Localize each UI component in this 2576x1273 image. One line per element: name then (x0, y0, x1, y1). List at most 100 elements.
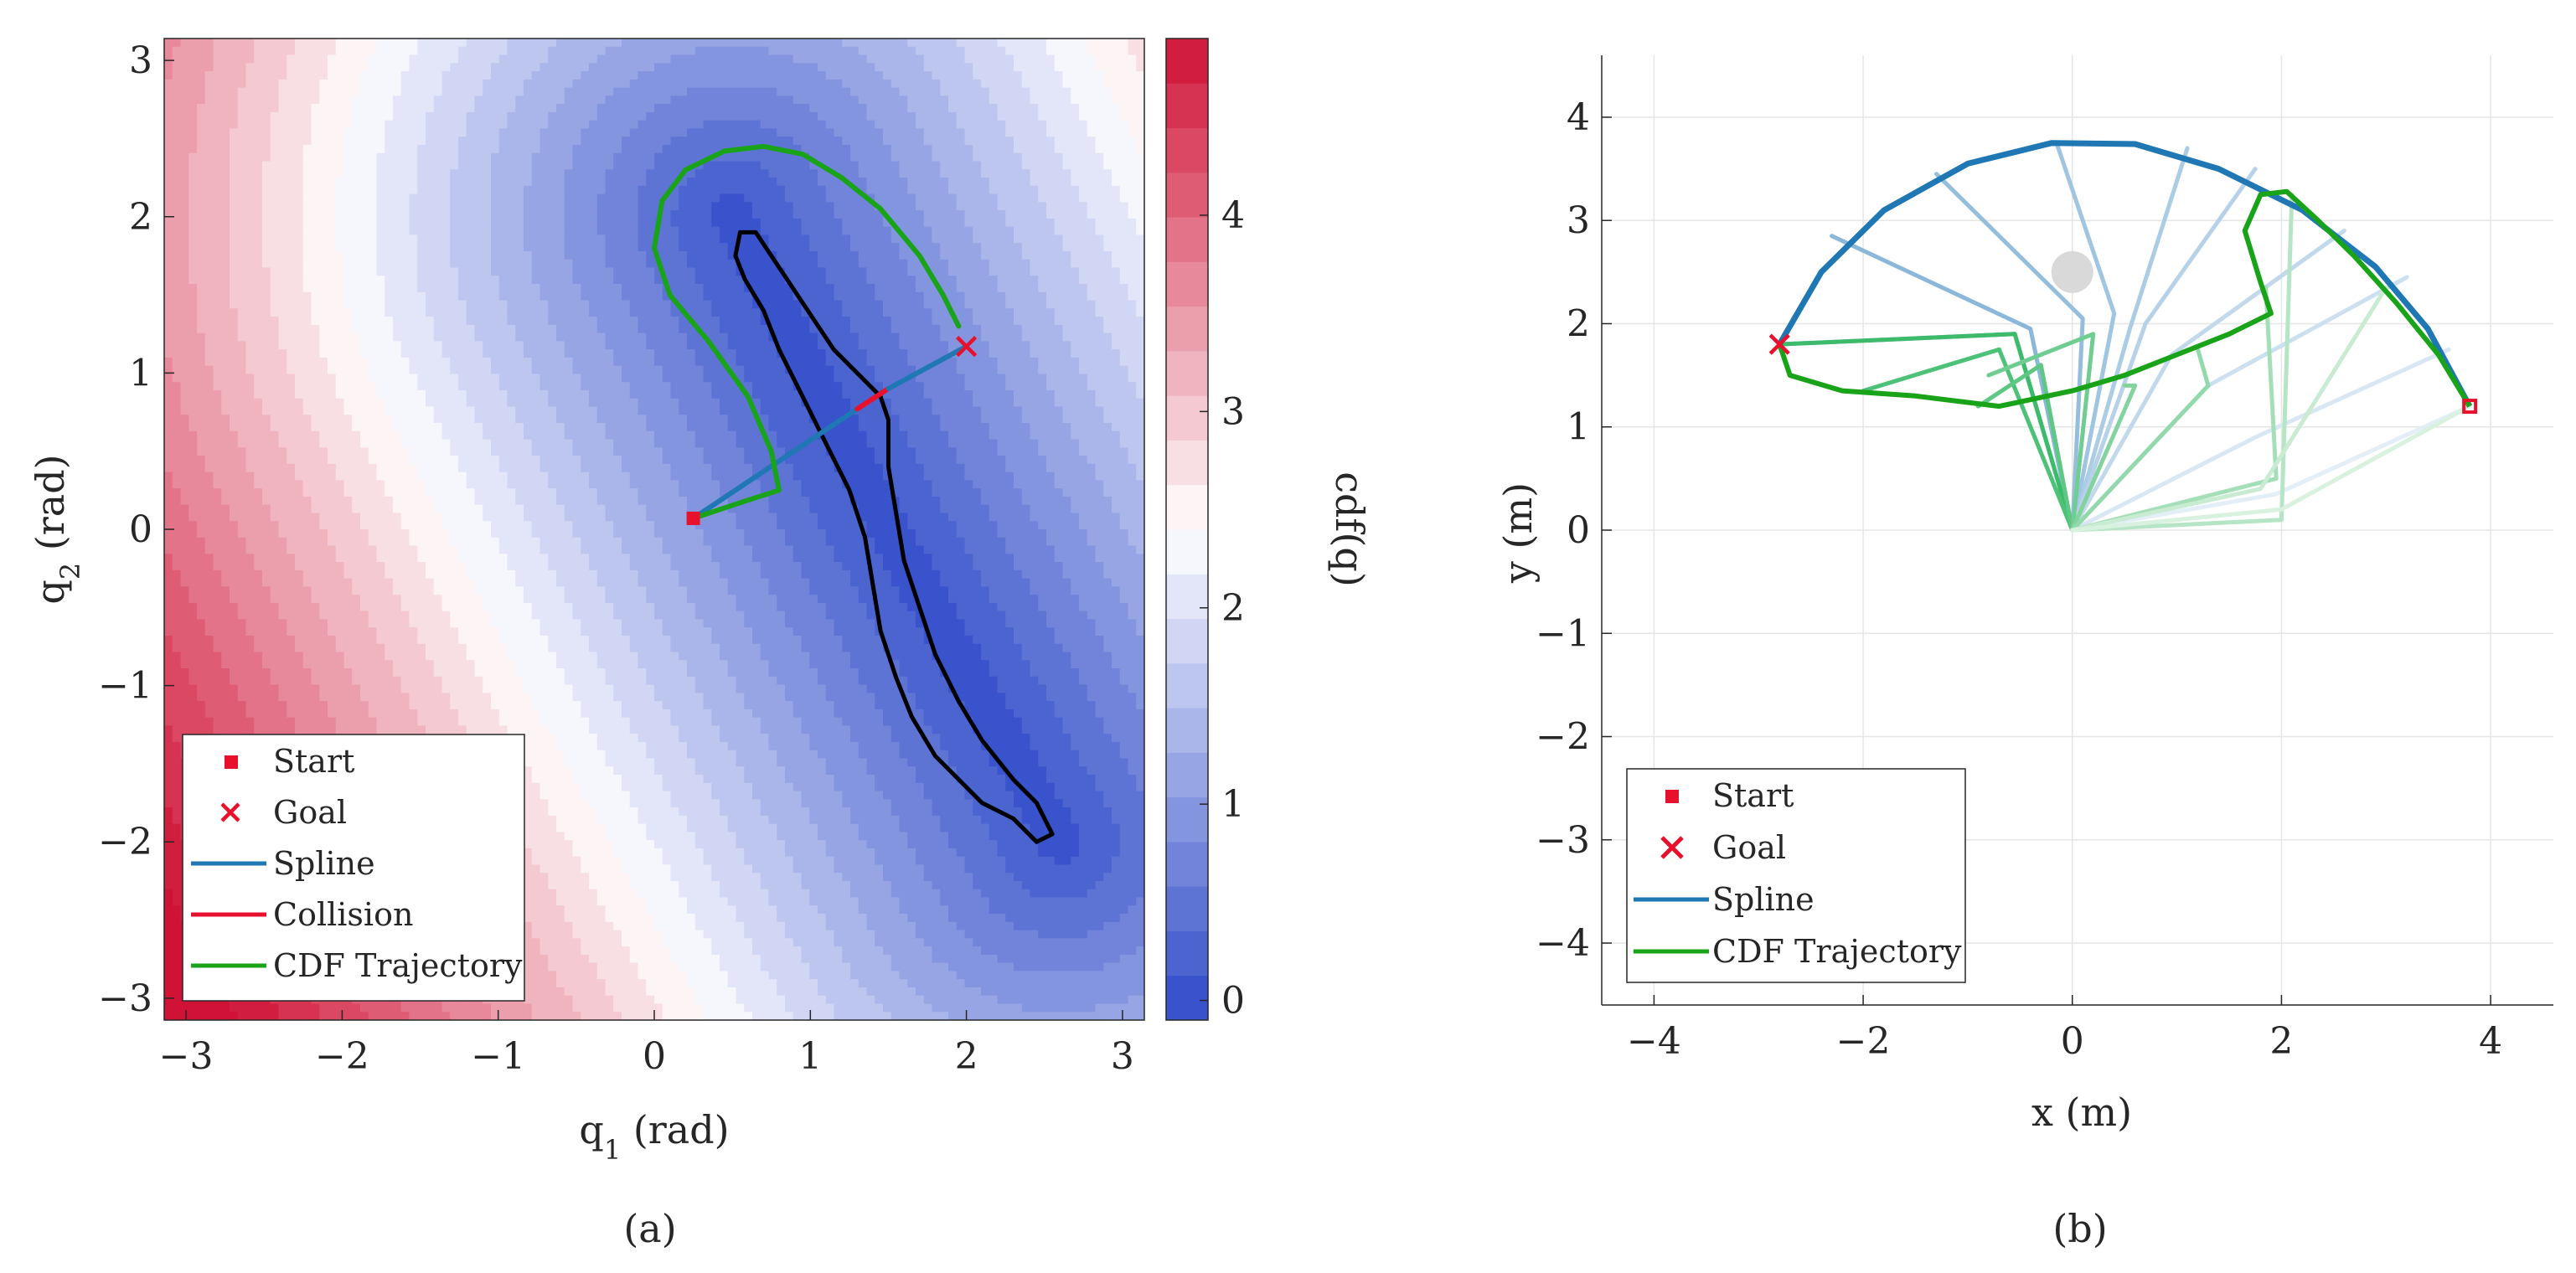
heatmap-cell (441, 357, 451, 367)
heatmap-cell (270, 317, 280, 326)
heatmap-cell (343, 144, 353, 154)
heatmap-cell (466, 472, 476, 481)
heatmap-cell (230, 365, 239, 375)
heatmap-cell (164, 971, 173, 980)
heatmap-cell (230, 382, 239, 391)
heatmap-cell (180, 562, 189, 571)
heatmap-cell (409, 456, 418, 465)
heatmap-cell (474, 267, 483, 276)
heatmap-cell (197, 218, 206, 228)
heatmap-cell (180, 668, 189, 678)
heatmap-cell (343, 635, 353, 645)
heatmap-cell (335, 430, 345, 441)
heatmap-cell (417, 276, 426, 285)
heatmap-cell (172, 389, 182, 399)
heatmap-cell (458, 291, 467, 302)
heatmap-cell (262, 276, 271, 285)
heatmap-cell (417, 602, 426, 612)
heatmap-cell (450, 456, 459, 465)
heatmap-cell (164, 897, 173, 906)
heatmap-cell (483, 267, 492, 276)
heatmap-cell (204, 152, 214, 162)
heatmap-cell (172, 554, 182, 563)
heatmap-cell (368, 128, 378, 137)
heatmap-cell (254, 300, 263, 309)
heatmap-cell (343, 513, 353, 522)
heatmap-cell (188, 684, 198, 693)
heatmap-cell (393, 1012, 402, 1020)
heatmap-cell (295, 341, 304, 350)
heatmap-cell (270, 578, 280, 587)
heatmap-cell (376, 317, 385, 326)
heatmap-cell (180, 71, 189, 80)
heatmap-cell (483, 39, 492, 48)
heatmap-cell (237, 193, 247, 203)
heatmap-cell (172, 668, 182, 678)
heatmap-cell (352, 472, 361, 481)
heatmap-cell (385, 521, 394, 530)
heatmap-cell (204, 652, 214, 661)
heatmap-cell (441, 54, 451, 64)
heatmap-cell (287, 54, 296, 64)
heatmap-cell (245, 111, 255, 121)
heatmap-cell (262, 570, 271, 580)
heatmap-cell (245, 570, 255, 580)
heatmap-cell (197, 619, 206, 628)
heatmap-cell (483, 120, 492, 130)
heatmap-cell (368, 643, 378, 653)
heatmap-cell (237, 725, 247, 734)
heatmap-cell (385, 676, 394, 686)
heatmap-cell (335, 496, 345, 506)
heatmap-cell (328, 63, 337, 72)
heatmap-cell (376, 627, 385, 636)
heatmap-cell (287, 537, 296, 547)
heatmap-cell (164, 365, 173, 375)
heatmap-cell (400, 218, 410, 228)
heatmap-cell (302, 128, 312, 137)
heatmap-cell (385, 357, 394, 367)
heatmap-cell (221, 676, 230, 686)
heatmap-cell (287, 259, 296, 269)
heatmap-cell (474, 46, 483, 56)
heatmap-cell (172, 291, 182, 302)
heatmap-cell (328, 349, 337, 358)
heatmap-cell (270, 693, 280, 702)
heatmap-cell (400, 423, 410, 432)
heatmap-cell (458, 243, 467, 252)
heatmap-cell (197, 39, 206, 48)
heatmap-cell (164, 178, 173, 187)
heatmap-cell (164, 234, 173, 244)
heatmap-cell (172, 848, 182, 858)
heatmap-cell (368, 1012, 378, 1020)
heatmap-cell (491, 725, 500, 734)
heatmap-cell (221, 111, 230, 121)
heatmap-cell (197, 87, 206, 96)
heatmap-cell (466, 95, 476, 105)
heatmap-cell (295, 439, 304, 448)
heatmap-cell (393, 234, 402, 244)
heatmap-cell (197, 717, 206, 726)
heatmap-cell (237, 46, 247, 56)
heatmap-cell (474, 389, 483, 399)
heatmap-cell (328, 660, 337, 669)
heatmap-cell (302, 725, 312, 734)
heatmap-cell (491, 1003, 500, 1013)
heatmap-cell (237, 291, 247, 302)
heatmap-cell (180, 300, 189, 309)
heatmap-cell (441, 202, 451, 211)
heatmap-cell (393, 578, 402, 587)
heatmap-cell (491, 570, 500, 580)
heatmap-cell (172, 627, 182, 636)
heatmap-cell (352, 137, 361, 146)
heatmap-cell (483, 415, 492, 424)
heatmap-cell (409, 602, 418, 612)
heatmap-cell (197, 652, 206, 661)
heatmap-cell (213, 161, 222, 170)
heatmap-cell (262, 504, 271, 514)
heatmap-cell (328, 496, 337, 506)
heatmap-cell (230, 144, 239, 154)
heatmap-cell (172, 349, 182, 358)
heatmap-cell (164, 537, 173, 547)
heatmap-cell (287, 243, 296, 252)
heatmap-cell (393, 709, 402, 719)
